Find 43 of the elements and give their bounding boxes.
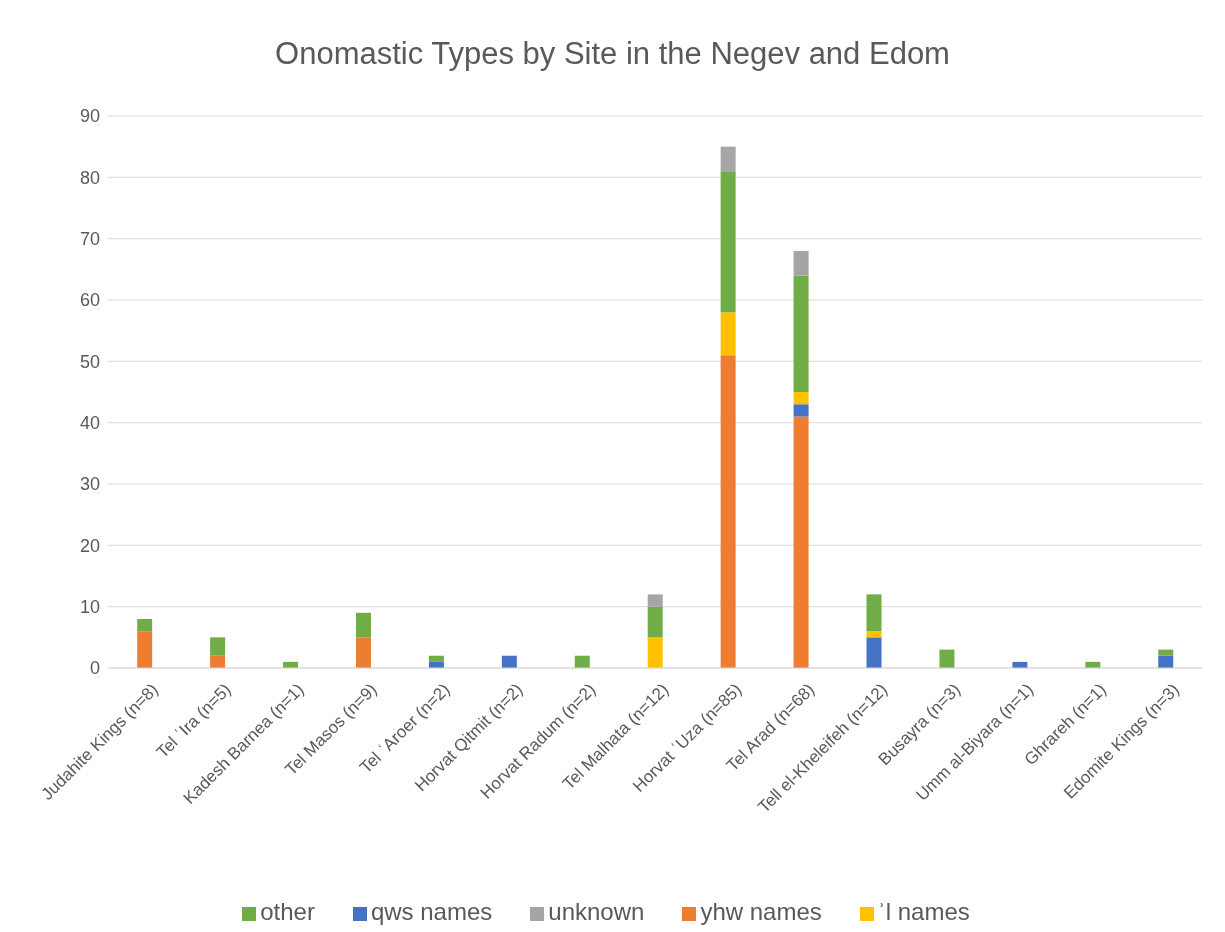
bar	[210, 637, 226, 656]
bar	[720, 146, 736, 172]
bar	[793, 392, 809, 405]
bar	[137, 618, 153, 632]
bar	[866, 594, 882, 632]
legend-label: yhw names	[700, 898, 822, 925]
bar	[793, 250, 809, 276]
y-tick-label: 50	[79, 351, 100, 372]
bar	[501, 655, 517, 668]
legend-label: ʾl names	[877, 898, 970, 925]
bar	[210, 655, 226, 668]
bar	[720, 312, 736, 356]
bar	[647, 637, 663, 668]
bar	[939, 649, 955, 668]
y-tick-label: 0	[89, 658, 100, 679]
legend-label: unknown	[548, 898, 645, 925]
bar	[647, 594, 663, 607]
bar	[355, 612, 371, 638]
bar	[1158, 649, 1174, 656]
bar	[793, 275, 809, 392]
legend-label: qws names	[370, 898, 493, 925]
bar	[793, 416, 809, 668]
y-tick-label: 10	[79, 597, 100, 618]
bar	[720, 171, 736, 313]
y-tick-label: 30	[79, 474, 100, 495]
legend-label: other	[260, 898, 315, 925]
bar	[720, 355, 736, 668]
bar	[137, 631, 153, 668]
bar	[1158, 655, 1174, 668]
bar	[793, 404, 809, 417]
chart-title: Onomastic Types by Site in the Negev and Edom	[274, 35, 951, 73]
bar	[647, 606, 663, 638]
bar	[355, 637, 371, 668]
bar	[574, 655, 590, 668]
y-tick-label: 20	[79, 535, 100, 556]
y-tick-label: 40	[79, 413, 100, 434]
bar	[866, 631, 882, 638]
y-tick-label: 90	[79, 106, 100, 127]
y-tick-label: 60	[79, 290, 100, 311]
y-tick-label: 80	[79, 167, 100, 188]
bar	[428, 655, 444, 662]
y-tick-label: 70	[79, 229, 100, 250]
bar	[866, 637, 882, 668]
